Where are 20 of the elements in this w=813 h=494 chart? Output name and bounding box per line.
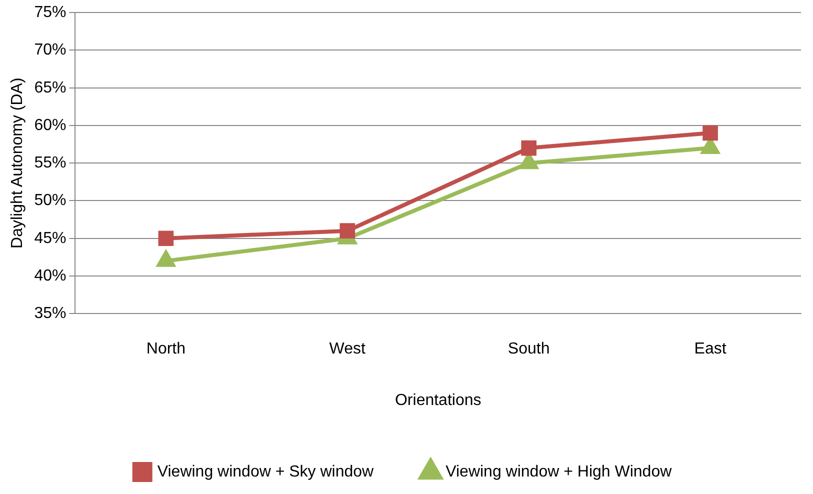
y-tick-label: 70% xyxy=(34,42,66,59)
point xyxy=(157,250,175,267)
y-tick-label: 45% xyxy=(34,230,66,247)
y-tick-label: 65% xyxy=(34,79,66,96)
legend-label: Viewing window + Sky window xyxy=(157,463,374,480)
y-tick-label: 35% xyxy=(34,305,66,322)
y-axis-title: Daylight Autonomy (DA) xyxy=(9,78,26,248)
y-tick-label: 55% xyxy=(34,154,66,172)
point xyxy=(521,140,536,156)
y-tick-label: 75% xyxy=(34,4,66,22)
legend-label: Viewing window + High Window xyxy=(446,463,672,480)
y-tick-label: 60% xyxy=(34,116,66,134)
point xyxy=(702,125,718,141)
x-axis-title: Orientations xyxy=(394,392,482,409)
y-tick-label: 50% xyxy=(34,192,66,210)
x-tick-label: South xyxy=(508,340,550,358)
x-tick-label: West xyxy=(329,340,366,358)
x-tick-label: North xyxy=(146,340,186,358)
x-tick-label: East xyxy=(694,340,727,358)
y-tick-label: 40% xyxy=(34,267,66,284)
